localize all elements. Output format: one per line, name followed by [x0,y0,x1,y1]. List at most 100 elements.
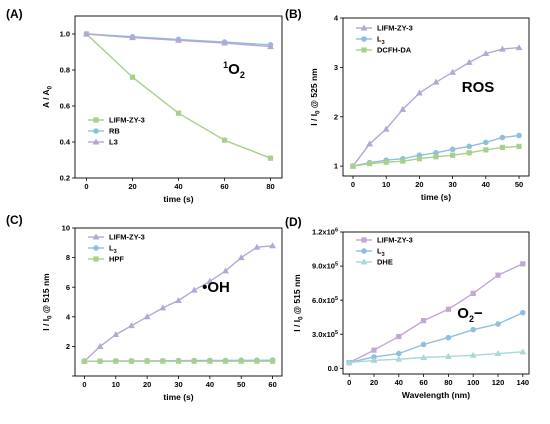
series-1 [349,44,523,169]
legend-marker [92,138,100,145]
x-tick-label: 40 [482,180,490,189]
data-point [382,125,390,132]
y-tick-label: 0.2 [60,174,70,183]
data-point [254,358,260,364]
x-tick-label: 60 [268,380,276,389]
data-point [483,147,489,153]
x-axis-label: Wavelength (nm) [402,390,470,400]
panel-letter: (B) [285,7,302,21]
data-point [238,358,244,364]
data-point [495,321,501,327]
species-annotation: ROS [462,79,495,96]
series-line [349,312,524,364]
data-point [83,30,90,37]
x-tick-label: 120 [492,378,505,387]
data-point [450,152,456,158]
y-axis-label: A / A0 [41,85,54,108]
legend-label: LIFM-ZY-3 [109,116,145,125]
data-point [128,358,135,364]
data-point [112,331,120,338]
legend-label: L3 [377,35,385,46]
data-point [97,358,103,364]
legend-marker [361,237,367,243]
x-tick-label: 100 [467,378,480,387]
panel-letter: (A) [6,7,23,21]
data-point [370,356,378,363]
data-point [415,89,423,96]
data-point [420,354,428,361]
data-point [466,150,472,156]
y-tick-label: 1.2x106 [312,228,338,237]
legend-label: LIFM-ZY-3 [109,233,145,242]
data-point [96,342,104,349]
legend-label: L3 [377,247,385,258]
data-point [433,154,439,160]
x-tick-label: 30 [174,380,182,389]
legend-marker [360,24,368,31]
series-1 [346,261,526,366]
legend-label: DHE [377,258,393,267]
series-3 [81,358,276,364]
data-point [207,358,213,364]
y-tick-label: 0.8 [60,66,70,75]
series-3 [345,348,527,366]
y-tick-label: 9.0x105 [312,262,338,271]
y-tick-label: 3.0x105 [312,330,338,339]
data-point [516,143,522,149]
data-point [495,272,501,278]
data-point [128,322,135,329]
data-point [395,355,403,362]
data-point [191,358,197,364]
data-point [206,277,214,284]
data-point [469,351,477,358]
data-point [222,267,229,274]
x-tick-label: 140 [517,378,530,387]
y-tick-label: 6 [66,283,70,292]
x-tick-label: 80 [266,182,274,191]
y-tick-label: 4 [334,14,339,23]
data-point [449,68,457,75]
data-point [175,358,182,364]
series-3 [350,143,522,169]
legend-marker [361,36,367,42]
y-axis-label: I / I0 @ 515 nm [292,274,305,332]
data-point [470,290,476,296]
data-point [499,144,506,150]
y-axis-label: I / I0 @ 525 nm [309,68,322,126]
data-point [470,326,477,333]
data-point [520,261,526,267]
x-axis-label: time (s) [421,192,451,202]
y-tick-label: 3 [334,63,338,72]
data-point [383,159,389,165]
data-point [515,44,523,51]
x-axis-label: time (s) [163,392,193,402]
data-point [267,155,274,161]
panel-1: (A) 0 20 40 60 80 0.2 0.4 0.6 0.8 1.0 time (s) A / A… [6,7,283,204]
data-point [113,358,119,364]
data-point [395,350,402,357]
series-line [349,351,523,364]
x-tick-label: 20 [370,378,378,387]
data-point [267,43,274,50]
legend-label: LIFM-ZY-3 [377,24,413,33]
x-tick-label: 40 [174,182,182,191]
x-tick-label: 0 [84,182,88,191]
data-point [465,58,473,65]
species-annotation: •OH [202,279,230,296]
data-point [420,318,427,324]
x-tick-label: 40 [206,380,214,389]
x-tick-label: 10 [382,180,390,189]
legend-marker [360,258,368,265]
y-tick-label: 10 [62,224,70,233]
data-point [432,78,440,85]
data-point [482,50,490,57]
legend: LIFM-ZY-3 RB L3 [88,116,145,147]
data-point [466,143,473,150]
legend-marker [93,256,99,262]
data-point [449,146,456,153]
x-tick-label: 80 [444,378,452,387]
